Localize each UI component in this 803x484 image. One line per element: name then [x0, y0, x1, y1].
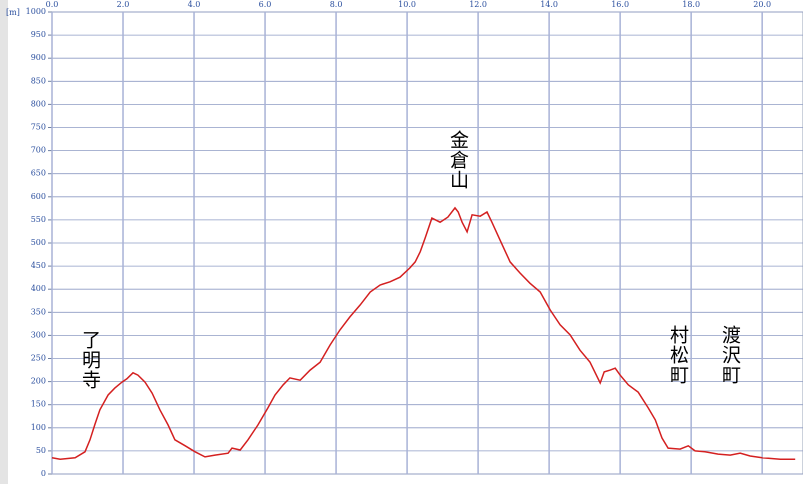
x-tick-label: 18.0: [682, 0, 700, 9]
y-tick-label: 100: [31, 423, 46, 432]
x-tick-label: 16.0: [611, 0, 629, 9]
y-tick-label: 550: [31, 215, 46, 224]
y-tick-label: 650: [31, 169, 46, 178]
y-tick-label: 900: [31, 53, 46, 62]
y-tick-label: 50: [36, 446, 46, 455]
y-tick-label: 300: [31, 330, 46, 339]
annotation: 村松町: [667, 325, 689, 385]
elevation-line: [51, 206, 796, 460]
x-tick-label: 0.0: [46, 0, 59, 9]
annotation: 渡沢町: [719, 325, 741, 385]
y-tick-label: 950: [31, 30, 46, 39]
y-tick-label: 450: [31, 261, 46, 270]
annotation: 金倉山: [447, 130, 469, 190]
y-tick-label: 200: [31, 377, 46, 386]
x-tick-label: 4.0: [188, 0, 201, 9]
x-tick-label: 2.0: [117, 0, 130, 9]
y-tick-label: 0: [41, 469, 46, 478]
side-strip: [0, 0, 8, 484]
y-tick-label: 1000: [26, 7, 46, 16]
y-tick-label: 700: [31, 146, 46, 155]
y-tick-label: 850: [31, 76, 46, 85]
y-tick-label: 400: [31, 284, 46, 293]
x-tick-label: 14.0: [540, 0, 558, 9]
x-tick-label: 6.0: [259, 0, 272, 9]
y-tick-label: 150: [31, 400, 46, 409]
annotation: 了明寺: [79, 330, 101, 390]
y-tick-label: 350: [31, 307, 46, 316]
x-tick-label: 20.0: [753, 0, 771, 9]
x-tick-label: 8.0: [330, 0, 343, 9]
y-tick-label: 600: [31, 192, 46, 201]
x-tick-label: 12.0: [469, 0, 487, 9]
y-tick-label: 250: [31, 354, 46, 363]
y-tick-label: 800: [31, 99, 46, 108]
y-tick-label: 500: [31, 238, 46, 247]
y-unit: [m]: [6, 8, 20, 17]
y-tick-label: 750: [31, 123, 46, 132]
x-tick-label: 10.0: [398, 0, 416, 9]
